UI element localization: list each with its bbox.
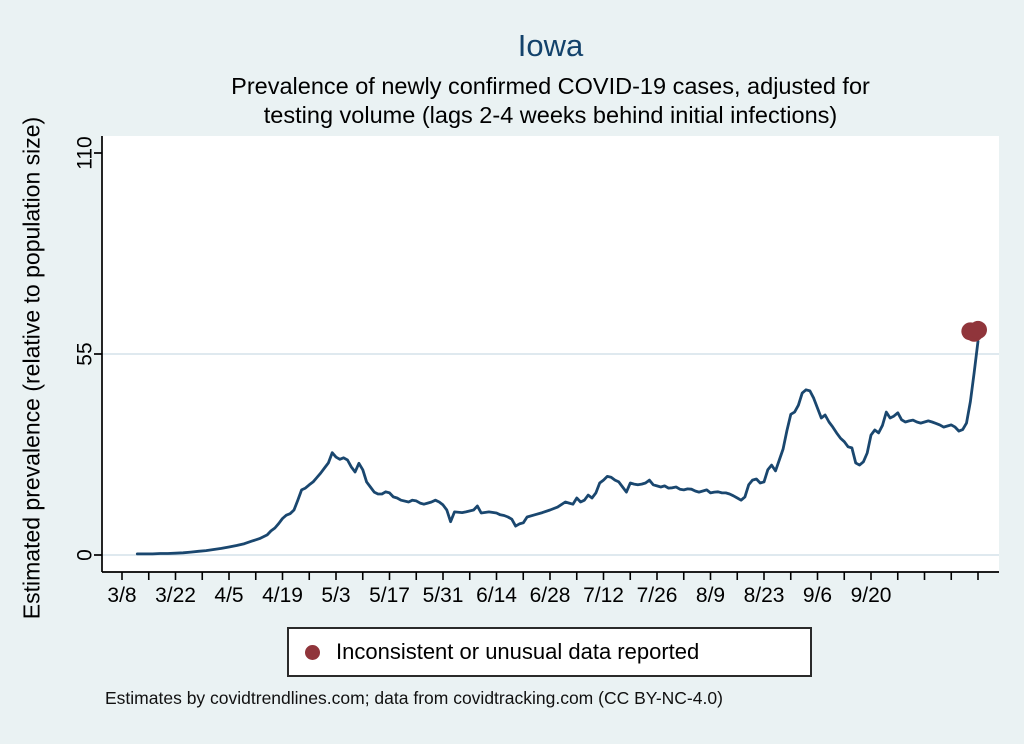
legend-label: Inconsistent or unusual data reported: [336, 639, 700, 664]
prevalence-line: [135, 339, 980, 556]
x-tick-label: 6/14: [476, 584, 517, 607]
chart-subtitle-line2: testing volume (lags 2-4 weeks behind in…: [263, 102, 838, 128]
x-tick-label: 3/22: [155, 584, 196, 607]
x-tick-label: 5/17: [369, 584, 410, 607]
source-note: Estimates by covidtrendlines.com; data f…: [105, 688, 723, 708]
x-tick-label: 8/9: [696, 584, 725, 607]
x-tick-label: 5/31: [423, 584, 464, 607]
y-axis-title: Estimated prevalence (relative to popula…: [18, 116, 45, 620]
x-tick-label: 8/23: [744, 584, 785, 607]
legend-box: Inconsistent or unusual data reported: [287, 627, 812, 677]
y-tick-label: 0: [74, 549, 97, 561]
chart-subtitle-line1: Prevalence of newly confirmed COVID-19 c…: [231, 73, 870, 99]
chart-title: Iowa: [517, 28, 584, 63]
flagged-point-marker-icon: [305, 644, 320, 660]
x-tick-label: 3/8: [107, 584, 136, 607]
x-tick-label: 7/12: [583, 584, 624, 607]
x-tick-label: 4/5: [214, 584, 243, 607]
flagged-data-point: [969, 320, 987, 339]
x-tick-label: 9/20: [851, 584, 892, 607]
x-tick-label: 4/19: [262, 584, 303, 607]
x-tick-label: 9/6: [803, 584, 832, 607]
x-tick-label: 7/26: [637, 584, 678, 607]
y-tick-label: 55: [74, 342, 97, 365]
y-tick-label: 110: [74, 136, 97, 169]
x-tick-label: 6/28: [530, 584, 571, 607]
chart-subtitle: Prevalence of newly confirmed COVID-19 c…: [102, 72, 999, 130]
x-tick-label: 5/3: [321, 584, 350, 607]
